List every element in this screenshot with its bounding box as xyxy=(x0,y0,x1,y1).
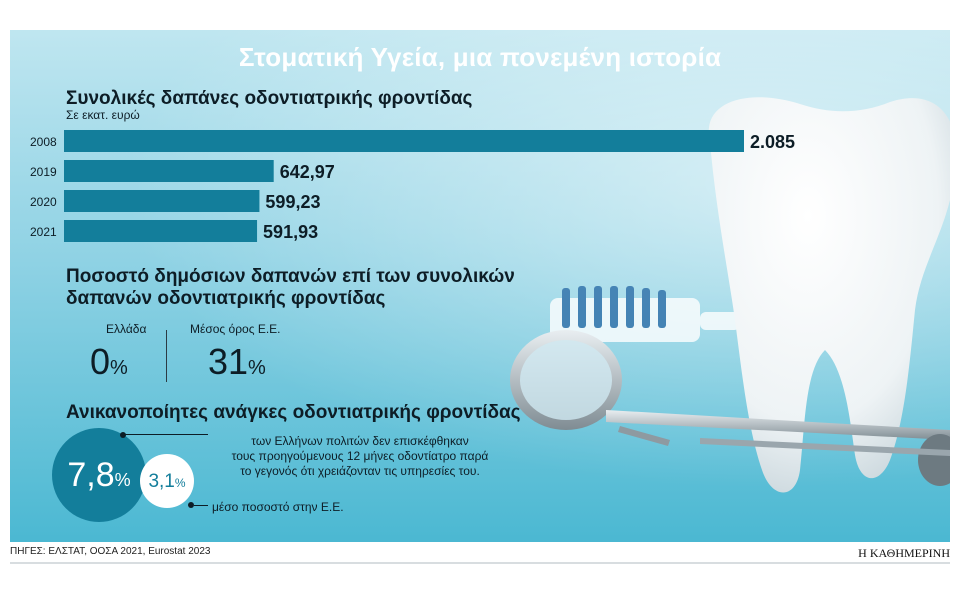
unit-label: Σε εκατ. ευρώ xyxy=(66,108,140,122)
callout-dot xyxy=(188,502,194,508)
greece-unmet-needs-circle: 7,8% xyxy=(52,428,146,522)
percent-sign: % xyxy=(248,357,266,379)
desc-line: των Ελλήνων πολιτών δεν επισκέφθηκαν xyxy=(251,434,469,448)
bar-2008 xyxy=(64,130,744,152)
bottom-rule xyxy=(10,562,950,564)
percent-sign: % xyxy=(114,470,131,490)
bar-2019 xyxy=(64,160,274,182)
toothbrush-icon xyxy=(550,286,740,342)
dental-probe-icon xyxy=(700,434,950,486)
greece-public-share: 0% xyxy=(90,344,128,386)
callout-line xyxy=(124,434,208,435)
eu-unmet-needs-circle: 3,1% xyxy=(140,454,194,508)
section-heading-public-share-line1: Ποσοστό δημόσιων δαπανών επί των συνολικ… xyxy=(66,266,515,287)
infographic-panel: Στοματική Υγεία, μια πονεμένη ιστορία Συ… xyxy=(10,30,950,542)
source-note: ΠΗΓΕΣ: ΕΛΣΤΑΤ, ΟΟΣΑ 2021, Eurostat 2023 xyxy=(10,546,211,557)
eu-public-share-value: 31 xyxy=(208,341,249,382)
bar-2020 xyxy=(64,190,260,212)
section-heading-public-share-line2: δαπανών οδοντιατρικής φροντίδας xyxy=(66,288,386,309)
greece-public-share-value: 0 xyxy=(90,341,111,382)
page-title: Στοματική Υγεία, μια πονεμένη ιστορία xyxy=(238,42,722,72)
unmet-needs-description: των Ελλήνων πολιτών δεν επισκέφθηκαν του… xyxy=(210,434,510,479)
bar-category-label: 2021 xyxy=(30,225,57,239)
callout-line xyxy=(194,505,208,506)
divider xyxy=(166,330,167,382)
bar-value-label: 642,97 xyxy=(280,162,335,182)
dental-mirror-icon xyxy=(510,330,950,446)
eu-average-label: Μέσος όρος Ε.Ε. xyxy=(190,322,281,336)
tooth-illustration xyxy=(510,97,950,493)
greece-label: Ελλάδα xyxy=(106,322,147,336)
bar-category-label: 2020 xyxy=(30,195,57,209)
eu-public-share: 31% xyxy=(208,344,266,386)
section-heading-expenditure: Συνολικές δαπάνες οδοντιατρικής φροντίδα… xyxy=(66,88,473,109)
section-heading-unmet-needs: Ανικανοποίητες ανάγκες οδοντιατρικής φρο… xyxy=(66,402,521,423)
bar-category-label: 2019 xyxy=(30,165,57,179)
bar-value-label: 599,23 xyxy=(265,192,320,212)
desc-line: το γεγονός ότι χρειάζονταν τις υπηρεσίες… xyxy=(240,464,480,478)
brand-logo: Η ΚΑΘΗΜΕΡΙΝΗ xyxy=(858,546,950,560)
expenditure-bar-chart: 2008 2.085 2019 642,97 2020 599,23 2021 591,93 xyxy=(30,130,795,242)
eu-unmet-needs-value: 3,1 xyxy=(148,471,175,492)
bar-value-label: 591,93 xyxy=(263,222,318,242)
desc-line: τους προηγούμενους 12 μήνες οδοντίατρο π… xyxy=(231,449,489,463)
bar-category-label: 2008 xyxy=(30,135,57,149)
percent-sign: % xyxy=(174,476,186,490)
percent-sign: % xyxy=(110,357,128,379)
bar-2021 xyxy=(64,220,258,242)
greece-unmet-needs-value: 7,8 xyxy=(67,456,115,494)
callout-dot xyxy=(120,432,126,438)
tooth-icon xyxy=(708,97,950,493)
bar-value-label: 2.085 xyxy=(750,132,795,152)
eu-average-description: μέσο ποσοστό στην Ε.Ε. xyxy=(212,500,344,514)
